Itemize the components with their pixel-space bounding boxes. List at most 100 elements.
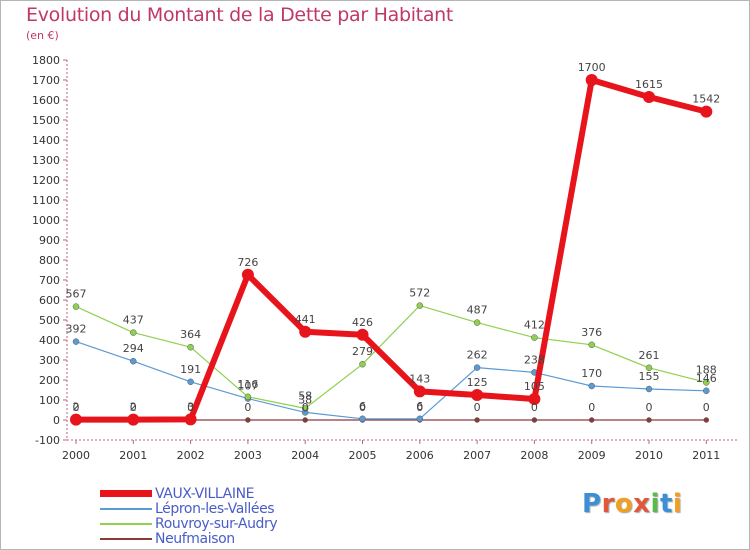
- x-tick-label: 2004: [291, 449, 319, 462]
- legend-swatch: [100, 537, 152, 540]
- data-point: [184, 413, 197, 426]
- y-tick-label: 1000: [32, 214, 60, 227]
- proxiti-logo: Proxiti: [582, 489, 683, 519]
- data-point: [130, 357, 137, 365]
- y-tick-label: 400: [39, 334, 60, 347]
- y-tick-label: 0: [53, 414, 60, 427]
- data-point: [473, 364, 481, 371]
- series-line-2: [75, 305, 707, 409]
- y-tick-label: 1300: [32, 154, 60, 167]
- data-label: 0: [359, 401, 366, 414]
- data-label: 279: [352, 345, 373, 358]
- y-tick-label: 1800: [32, 54, 60, 67]
- y-tick-label: 300: [39, 354, 60, 367]
- x-tick-label: 2008: [520, 449, 548, 462]
- x-tick-label: 2001: [119, 449, 147, 462]
- data-label: 2: [73, 401, 80, 414]
- y-tick-label: 1700: [32, 74, 60, 87]
- data-label: 0: [302, 401, 309, 414]
- data-label: 191: [180, 363, 201, 376]
- y-tick-label: 1100: [32, 194, 60, 207]
- chart-legend: VAUX-VILLAINE Lépron-les-Vallées Rouvroy-s…: [100, 485, 278, 547]
- data-label: 487: [467, 304, 488, 317]
- data-label: 0: [244, 401, 251, 414]
- data-point: [528, 393, 541, 405]
- data-point: [473, 319, 481, 326]
- data-point: [72, 338, 80, 345]
- y-tick-label: 1400: [32, 134, 60, 147]
- y-tick-label: 1200: [32, 174, 60, 187]
- data-point: [474, 417, 480, 423]
- legend-swatch: [100, 507, 152, 510]
- legend-swatch: [100, 490, 152, 497]
- data-label: 0: [588, 401, 595, 414]
- data-point: [127, 413, 140, 426]
- data-point: [646, 417, 652, 423]
- data-point: [471, 389, 484, 401]
- data-point: [72, 303, 80, 310]
- data-point: [70, 413, 82, 426]
- data-label: 364: [180, 328, 201, 341]
- x-tick-label: 2010: [635, 449, 663, 462]
- legend-swatch: [100, 522, 152, 525]
- legend-item: Rouvroy-sur-Audry: [100, 515, 278, 532]
- data-label: 567: [66, 288, 87, 301]
- y-tick-label: 100: [39, 394, 60, 407]
- data-label: 1615: [635, 78, 663, 91]
- data-point: [241, 268, 254, 281]
- data-point: [416, 302, 424, 309]
- data-label: 726: [237, 256, 258, 269]
- y-tick-label: 900: [39, 234, 60, 247]
- data-point: [588, 341, 595, 349]
- data-label: 188: [696, 363, 717, 376]
- y-tick-label: -100: [35, 434, 60, 447]
- data-label: 0: [187, 401, 194, 414]
- data-label: 125: [467, 376, 488, 389]
- data-label: 376: [581, 326, 602, 339]
- data-point: [703, 417, 710, 423]
- data-label: 1700: [578, 61, 606, 74]
- data-label: 143: [409, 372, 430, 385]
- data-label: 58: [298, 389, 312, 402]
- series-line-0: [76, 77, 708, 423]
- data-label: 146: [696, 372, 717, 385]
- data-label: 261: [639, 349, 660, 362]
- data-label: 441: [295, 313, 316, 326]
- data-point: [703, 387, 710, 395]
- series-line-1: [75, 341, 707, 420]
- legend-label: VAUX-VILLAINE: [155, 485, 255, 502]
- data-point: [130, 329, 137, 336]
- x-tick-label: 2005: [349, 449, 377, 462]
- data-label: 262: [467, 349, 488, 362]
- data-label: 105: [524, 380, 545, 393]
- data-point: [187, 343, 194, 351]
- data-label: 0: [703, 401, 710, 414]
- data-label: 0: [130, 401, 137, 414]
- y-tick-label: 1600: [32, 94, 60, 107]
- data-point: [416, 415, 424, 423]
- data-label: 572: [409, 287, 430, 300]
- data-point: [359, 415, 366, 423]
- x-tick-label: 2006: [406, 449, 434, 462]
- legend-label: Rouvroy-sur-Audry: [155, 515, 278, 532]
- y-tick-label: 800: [39, 254, 60, 267]
- data-label: 392: [66, 323, 87, 336]
- chart-title: Evolution du Montant de la Dette par Hab…: [26, 4, 454, 26]
- data-point: [244, 393, 252, 401]
- data-label: 294: [123, 342, 144, 355]
- data-label: 6: [416, 400, 423, 413]
- data-label: 2: [130, 401, 137, 414]
- data-label: 116: [237, 378, 258, 391]
- data-label: 0: [531, 401, 538, 414]
- data-point: [301, 405, 309, 412]
- y-tick-label: 1500: [32, 114, 60, 127]
- y-tick-label: 700: [39, 274, 60, 287]
- data-point: [187, 378, 194, 386]
- y-tick-label: 600: [39, 294, 60, 307]
- chart-subtitle: (en €): [26, 29, 59, 42]
- data-point: [703, 379, 710, 386]
- legend-item: VAUX-VILLAINE: [100, 485, 277, 502]
- data-point: [645, 364, 653, 372]
- y-tick-label: 200: [39, 374, 60, 387]
